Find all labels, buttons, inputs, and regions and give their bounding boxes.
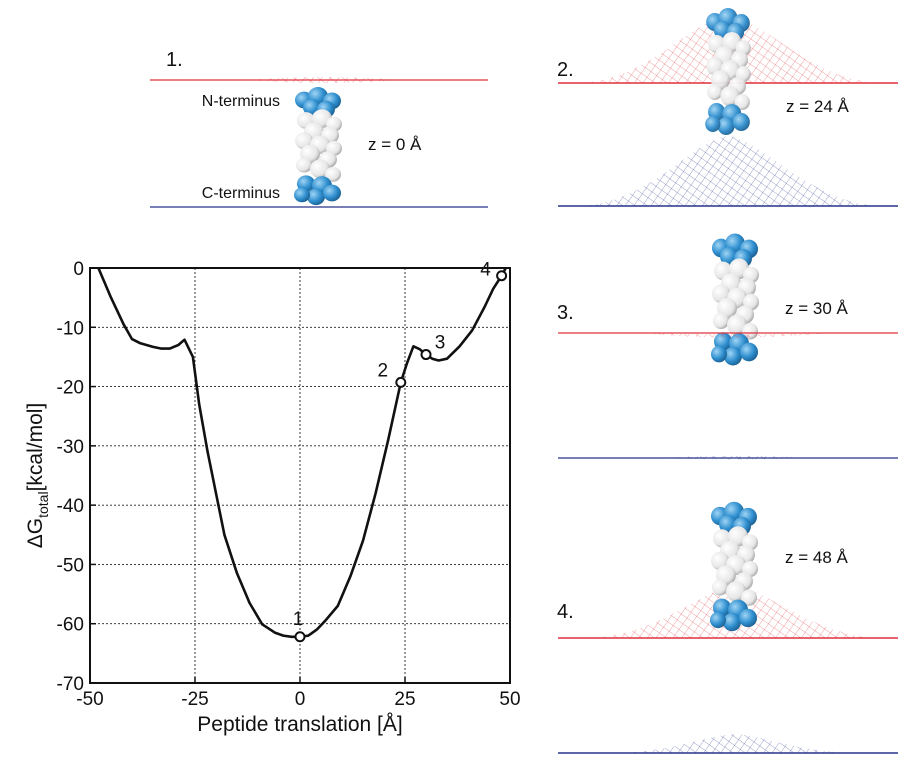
y-tick-label: -10 (57, 318, 84, 339)
chart-ticks: -50 -25 0 25 50 0 -10 -20 -30 -40 -50 -60 -70 (57, 259, 521, 710)
panel-2-peptide (705, 8, 751, 135)
panel-1-number: 1. (166, 49, 183, 71)
panel-1-peptide (294, 86, 342, 206)
x-axis-label: Peptide translation [Å] (197, 713, 402, 736)
marker-label: 3 (435, 333, 446, 354)
marker-point (395, 376, 407, 388)
y-tick-label: -40 (57, 496, 84, 517)
panel-4-peptide (710, 501, 758, 632)
panel-2: 2. z = 24 Å (557, 8, 898, 207)
x-tick-label: -25 (181, 689, 208, 710)
panel-2-lower-deformation (580, 136, 880, 206)
n-terminus-label: N-terminus (202, 93, 280, 110)
x-tick-label: -50 (76, 689, 103, 710)
panel-2-number: 2. (557, 59, 574, 81)
panel-1-upper-deformation (250, 77, 400, 83)
marker-label: 1 (293, 609, 304, 630)
y-axis-label-sub: total (35, 491, 51, 517)
y-axis-label-unit: [kcal/mol] (24, 403, 47, 492)
c-terminus-label: C-terminus (202, 185, 280, 202)
y-axis-label: ΔGtotal[kcal/mol] (24, 403, 51, 549)
panel-4: 4. z = 48 Å (557, 501, 898, 754)
marker-label: 4 (480, 260, 491, 281)
y-tick-label: -50 (57, 555, 84, 576)
panel-4-number: 4. (557, 601, 574, 623)
panel-2-z-label: z = 24 Å (786, 97, 850, 116)
free-energy-chart: 1 2 3 4 -50 -25 0 25 50 0 -10 -20 -30 -40 -50 -60 -70 P… (24, 259, 521, 736)
y-tick-label: 0 (73, 259, 84, 280)
panel-4-z-label: z = 48 Å (785, 548, 849, 567)
free-energy-curve (97, 267, 507, 639)
chart-grid (90, 268, 510, 683)
panel-3-lower-deformation (660, 456, 810, 460)
chart-curve-layer (97, 267, 507, 639)
panel-3-peptide (711, 233, 759, 366)
panel-3: 3. z = 30 Å (557, 233, 898, 460)
marker-point (420, 349, 432, 361)
x-tick-label: 0 (295, 689, 306, 710)
x-tick-label: 25 (394, 689, 415, 710)
chart-markers: 1 2 3 4 (293, 260, 508, 643)
panel-1-z-label: z = 0 Å (368, 135, 422, 154)
marker-point (496, 270, 508, 282)
panel-4-lower-deformation (620, 734, 850, 753)
y-tick-label: -60 (57, 615, 84, 636)
y-tick-label: -20 (57, 378, 84, 399)
marker-point (294, 631, 306, 643)
panel-1: 1. N-terminus C-terminus z = 0 Å (150, 49, 488, 208)
y-tick-label: -70 (57, 674, 84, 695)
y-tick-label: -30 (57, 437, 84, 458)
panel-3-z-label: z = 30 Å (785, 299, 849, 318)
y-axis-label-main: ΔG (24, 518, 47, 548)
x-tick-label: 50 (499, 689, 520, 710)
panel-3-number: 3. (557, 302, 574, 324)
panel-3-upper-deformation (640, 333, 830, 338)
marker-label: 2 (378, 360, 389, 381)
